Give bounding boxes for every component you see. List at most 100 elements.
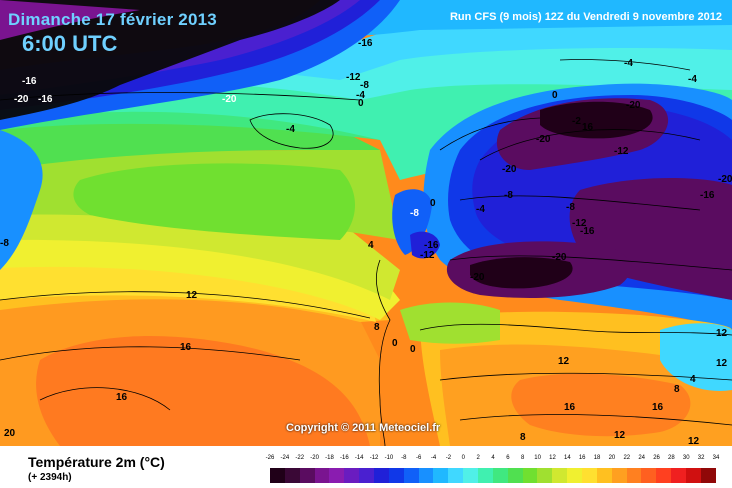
color-swatch xyxy=(537,468,553,483)
isotherm-label: 16 xyxy=(652,402,664,413)
temperature-map: Dimanche 17 février 2013 6:00 UTC Run CF… xyxy=(0,0,732,446)
color-swatch xyxy=(284,468,300,483)
scale-tick-label: -4 xyxy=(430,455,437,461)
isotherm-label: -4 xyxy=(688,74,697,85)
color-swatch xyxy=(418,468,434,483)
color-swatch xyxy=(463,468,479,483)
color-swatch xyxy=(478,468,493,483)
isotherm-label: -20 xyxy=(502,164,517,175)
isotherm-label: -20 xyxy=(626,100,641,111)
scale-tick-label: 24 xyxy=(638,455,645,461)
scale-tick-label: -8 xyxy=(401,455,407,461)
color-swatch xyxy=(492,468,508,483)
scale-tick-label: 28 xyxy=(668,455,675,461)
color-swatch xyxy=(329,468,345,483)
color-swatch xyxy=(686,468,701,483)
isotherm-label: 0 xyxy=(430,198,436,209)
isotherm-label: 4 xyxy=(368,240,374,251)
scale-tick-label: 26 xyxy=(653,455,660,461)
color-swatch xyxy=(403,468,419,483)
color-swatch xyxy=(507,468,523,483)
copyright-notice: Copyright © 2011 Meteociel.fr xyxy=(286,422,441,434)
color-swatch xyxy=(359,468,375,483)
scale-tick-label: 22 xyxy=(623,455,631,461)
isotherm-label: -20 xyxy=(536,134,551,145)
scale-tick-label: 8 xyxy=(521,455,525,461)
isotherm-label: 12 xyxy=(688,436,700,446)
isotherm-label: 16 xyxy=(564,402,576,413)
isotherm-label: 12 xyxy=(716,358,728,369)
scale-tick-label: 12 xyxy=(549,455,556,461)
isotherm-label: -20 xyxy=(718,174,732,185)
isotherm-label: -8 xyxy=(504,190,513,201)
isotherm-label: 12 xyxy=(186,290,198,301)
scale-tick-label: -22 xyxy=(295,455,305,461)
isotherm-label: -16 xyxy=(580,226,595,237)
scale-tick-label: 34 xyxy=(712,455,720,461)
map-canvas xyxy=(0,0,732,446)
run-info: Run CFS (9 mois) 12Z du Vendredi 9 novem… xyxy=(449,11,722,23)
scale-tick-label: 18 xyxy=(593,455,601,461)
scale-tick-label: -12 xyxy=(369,455,379,461)
isotherm-label: -8 xyxy=(360,80,369,91)
isotherm-label: -16 xyxy=(38,94,53,105)
scale-tick-label: 32 xyxy=(697,455,705,461)
isotherm-label: 16 xyxy=(180,342,192,353)
isotherm-label: 12 xyxy=(716,328,728,339)
scale-tick-label: 2 xyxy=(476,455,480,461)
isotherm-label: -4 xyxy=(476,204,485,215)
isotherm-label: 8 xyxy=(520,432,526,443)
scale-tick-label: -26 xyxy=(265,455,275,461)
isotherm-label: -12 xyxy=(346,72,361,83)
isotherm-label: -12 xyxy=(420,250,435,261)
color-swatch xyxy=(314,468,330,483)
color-swatch xyxy=(522,468,538,483)
isotherm-label: 12 xyxy=(614,430,626,441)
scale-tick-label: -10 xyxy=(384,455,394,461)
scale-tick-label: 4 xyxy=(491,455,495,461)
forecast-time: 6:00 UTC xyxy=(22,31,118,56)
scale-tick-label: -6 xyxy=(415,455,422,461)
isotherm-label: -20 xyxy=(470,272,485,283)
color-swatch xyxy=(596,468,612,483)
isotherm-label: -20 xyxy=(552,252,567,263)
isotherm-label: -12 xyxy=(614,146,629,157)
color-swatch xyxy=(611,468,627,483)
isotherm-label: 0 xyxy=(392,338,398,349)
isotherm-label: -16 xyxy=(22,76,37,87)
scale-tick-label: -20 xyxy=(310,455,319,461)
color-swatch xyxy=(567,468,583,483)
forecast-date: Dimanche 17 février 2013 xyxy=(8,10,217,29)
isotherm-label: 0 xyxy=(410,344,416,355)
color-swatch xyxy=(552,468,568,483)
isotherm-label: -8 xyxy=(566,202,575,213)
scale-tick-label: -14 xyxy=(354,455,364,461)
scale-tick-label: 10 xyxy=(534,455,541,461)
isotherm-label: 0 xyxy=(552,90,558,101)
scale-tick-label: 14 xyxy=(563,455,571,461)
scale-tick-label: 16 xyxy=(578,455,586,461)
isotherm-label: 8 xyxy=(374,322,380,333)
scale-tick-label: 6 xyxy=(506,455,510,461)
isotherm-label: -16 xyxy=(358,38,373,49)
isotherm-label: -12 xyxy=(572,218,587,229)
isotherm-label: -2 xyxy=(572,116,581,127)
color-swatch xyxy=(700,468,716,483)
scale-tick-label: -16 xyxy=(339,455,349,461)
isotherm-label: 12 xyxy=(558,356,570,367)
isotherm-label: 20 xyxy=(4,428,16,439)
color-swatch xyxy=(433,468,449,483)
color-swatch xyxy=(374,468,389,483)
isotherm-label: -4 xyxy=(356,90,365,101)
color-swatch xyxy=(388,468,404,483)
scale-tick-label: -2 xyxy=(445,455,452,461)
isotherm-label: -20 xyxy=(222,94,237,105)
color-swatch xyxy=(299,468,315,483)
color-swatch xyxy=(656,468,672,483)
isotherm-label: -20 xyxy=(14,94,29,105)
color-swatch xyxy=(626,468,642,483)
scale-tick-label: 20 xyxy=(608,455,616,461)
color-swatch xyxy=(641,468,657,483)
isotherm-label: 16 xyxy=(116,392,128,403)
color-scale: -26 -24 -22 -20 -18 -16 -14 -12 -10 -8 -6 -4 -2 0 2 4 6 8… xyxy=(266,455,719,485)
